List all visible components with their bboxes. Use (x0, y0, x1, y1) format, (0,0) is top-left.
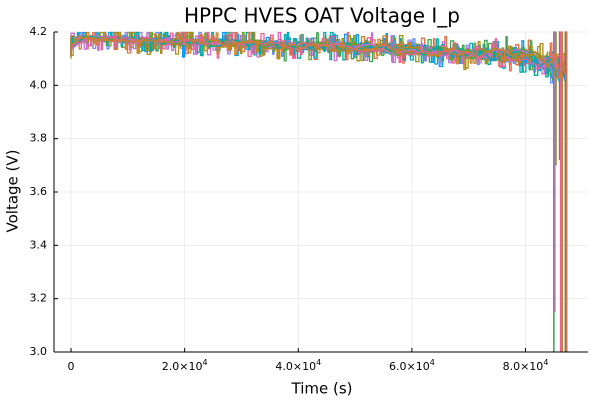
series-line (70, 31, 562, 352)
grid (54, 31, 588, 353)
x-tick-label: 6.0×104 (389, 358, 435, 373)
x-axis-label: Time (s) (291, 380, 353, 398)
series-group (70, 31, 568, 352)
y-tick-label: 3.4 (30, 238, 48, 251)
y-tick-label: 3.2 (30, 292, 48, 305)
y-tick-label: 4.0 (30, 78, 48, 91)
y-tick-label: 3.8 (30, 132, 48, 145)
y-tick-label: 4.2 (30, 25, 48, 38)
plot-frame (53, 31, 588, 353)
chart-title: HPPC HVES OAT Voltage I_p (184, 4, 460, 28)
y-tick-label: 3.6 (30, 185, 48, 198)
x-tick-label: 4.0×104 (275, 358, 321, 373)
y-tick-label: 3.0 (30, 345, 48, 358)
y-axis-label: Voltage (V) (4, 150, 22, 233)
series-line (70, 31, 561, 160)
series-line (70, 31, 563, 352)
x-tick-label: 8.0×104 (503, 358, 549, 373)
tick-labels: 3.0 3.2 3.4 3.6 3.8 4.0 4.2 0 2.0×104 4.0×104 6.0×… (30, 25, 549, 373)
x-tick-label: 2.0×104 (162, 358, 208, 373)
x-tick-label: 0 (68, 360, 75, 373)
